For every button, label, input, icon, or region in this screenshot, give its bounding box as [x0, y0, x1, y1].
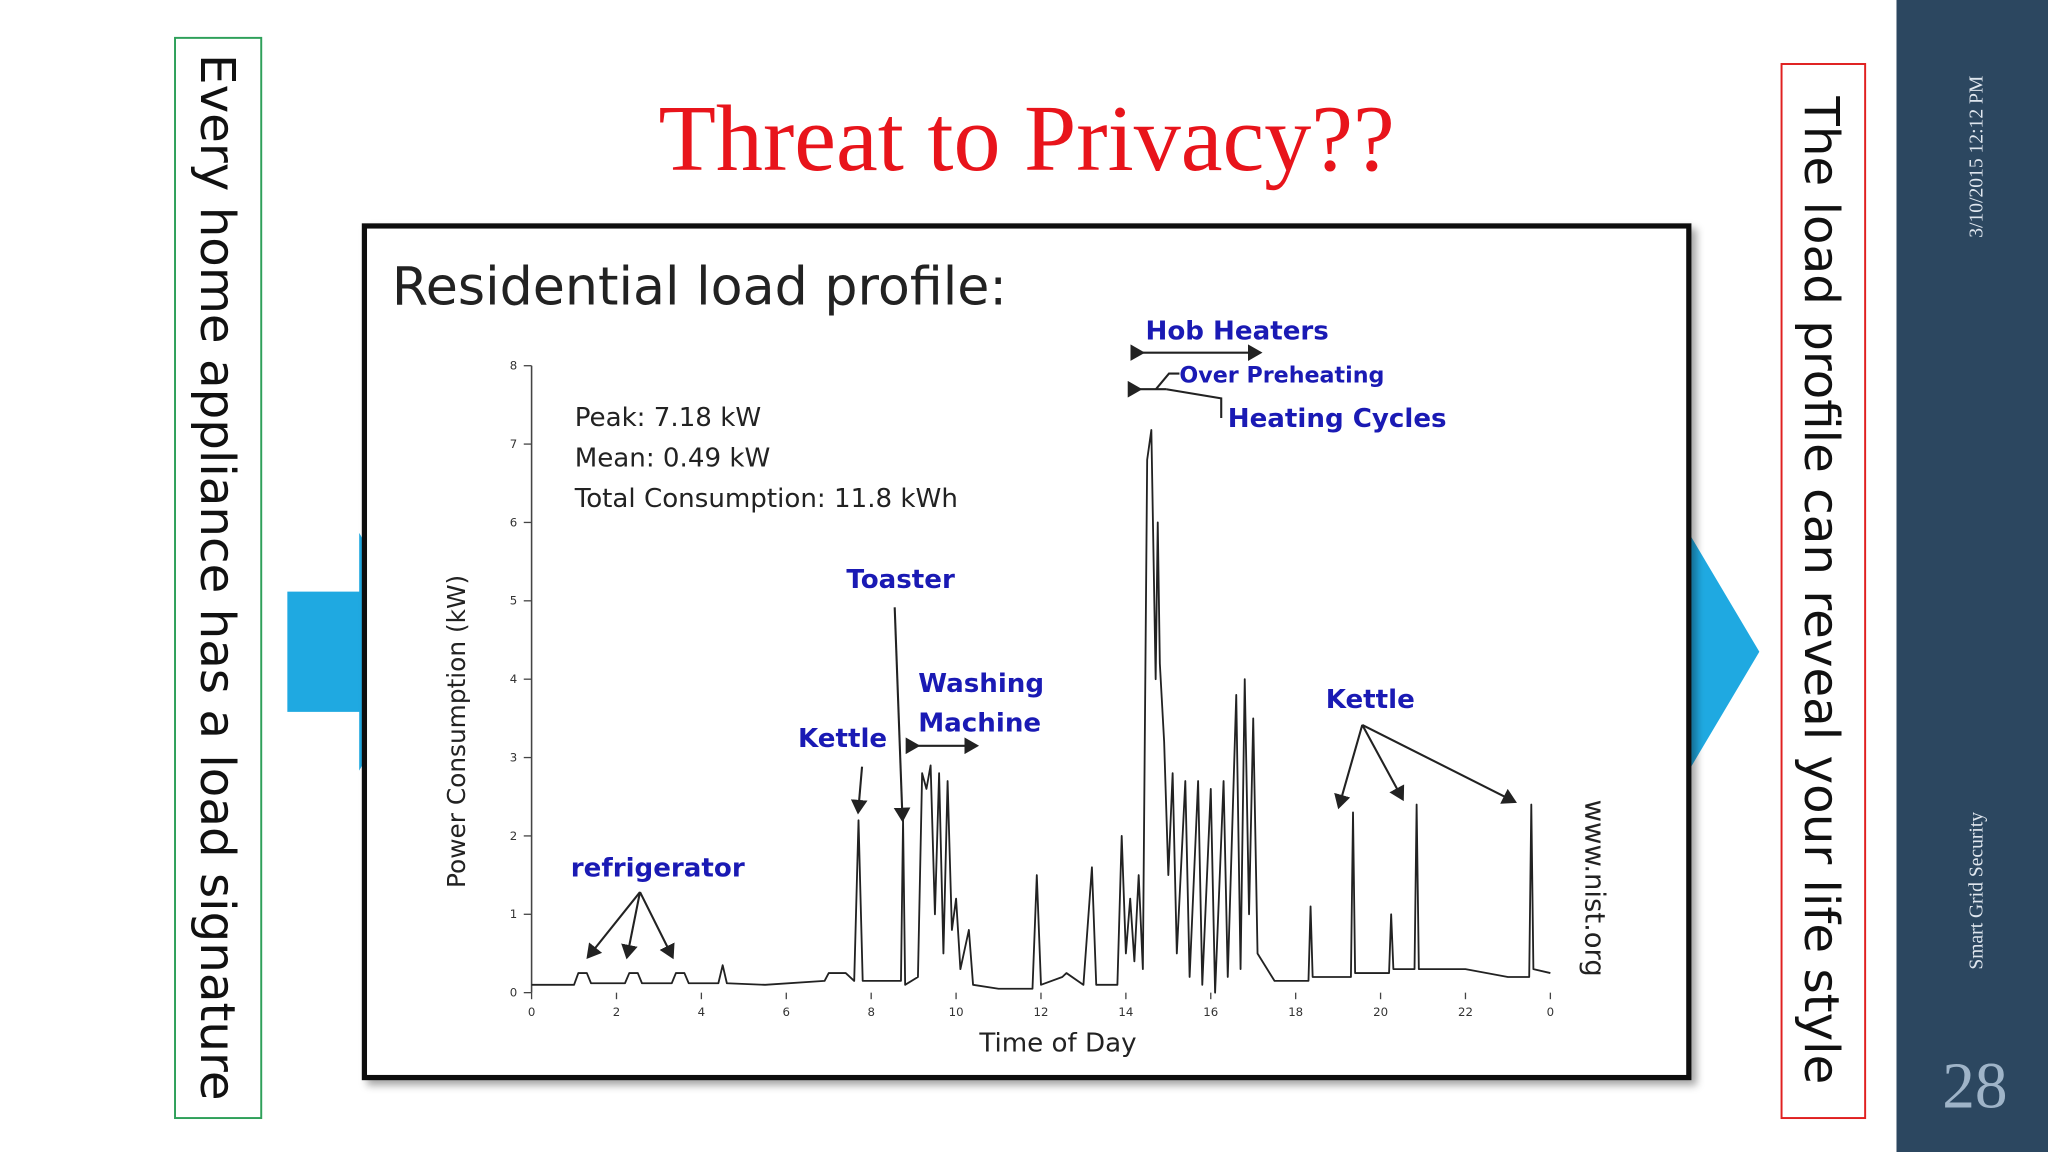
x-tick-label: 16	[1203, 1005, 1218, 1019]
x-tick-label: 10	[949, 1005, 964, 1019]
y-tick-label: 5	[510, 594, 517, 608]
x-tick-label: 8	[867, 1005, 874, 1019]
chart-frame	[361, 223, 1692, 1081]
sidebar	[1896, 0, 2048, 1152]
x-tick-label: 6	[783, 1005, 790, 1019]
y-tick-label: 3	[510, 750, 517, 764]
x-tick-label: 4	[698, 1005, 705, 1019]
annotation: Kettle	[798, 724, 887, 754]
y-tick-label: 7	[510, 437, 517, 451]
chart-title: Residential load profile:	[392, 257, 1007, 317]
left-note-box	[174, 36, 263, 1120]
y-tick-label: 2	[510, 829, 517, 843]
annotation: Washing	[918, 669, 1044, 699]
annotation: Over Preheating	[1179, 363, 1384, 389]
annotation: Kettle	[1326, 685, 1415, 715]
chart-stat: Total Consumption: 11.8 kWh	[574, 484, 958, 514]
x-tick-label: 2	[613, 1005, 620, 1019]
source: www.nist.org	[1579, 800, 1610, 977]
x-tick-label: 12	[1034, 1005, 1049, 1019]
x-tick-label: 14	[1118, 1005, 1133, 1019]
y-tick-label: 4	[510, 672, 517, 686]
right-note: The load profile can reveal your life st…	[1793, 95, 1849, 1084]
x-tick-label: 20	[1373, 1005, 1388, 1019]
y-tick-label: 8	[510, 359, 517, 373]
footer: Smart Grid Security	[1967, 812, 1988, 970]
annotation: refrigerator	[571, 853, 745, 883]
load-line	[531, 429, 1551, 994]
y-tick-label: 1	[510, 907, 517, 921]
annotation: Hob Heaters	[1145, 317, 1328, 347]
chart: Residential load profile: Power Consumpt…	[392, 257, 1610, 1058]
page-number: 28	[1942, 1051, 2007, 1123]
date: 3/10/2015 12:12 PM	[1967, 76, 1988, 238]
y-tick-label: 6	[510, 515, 517, 529]
chart-stat: Mean: 0.49 kW	[575, 443, 771, 473]
y-axis-label: Power Consumption (kW)	[442, 575, 471, 888]
annotation: Toaster	[846, 565, 955, 595]
x-axis-label: Time of Day	[978, 1028, 1136, 1058]
chart-stat: Peak: 7.18 kW	[575, 403, 761, 433]
x-tick-label: 22	[1458, 1005, 1473, 1019]
annotation: Machine	[918, 708, 1041, 738]
left-note: Every home appliance has a load signatur…	[189, 54, 245, 1101]
slide-title: Threat to Privacy??	[658, 87, 1394, 191]
right-note-box	[1780, 63, 1867, 1120]
annotation-arrows	[586, 344, 1517, 960]
x-tick-label: 0	[1547, 1005, 1554, 1019]
annotation: Heating Cycles	[1228, 404, 1447, 434]
x-tick-label: 18	[1288, 1005, 1303, 1019]
y-tick-label: 0	[510, 986, 517, 1000]
x-tick-label: 0	[528, 1005, 535, 1019]
